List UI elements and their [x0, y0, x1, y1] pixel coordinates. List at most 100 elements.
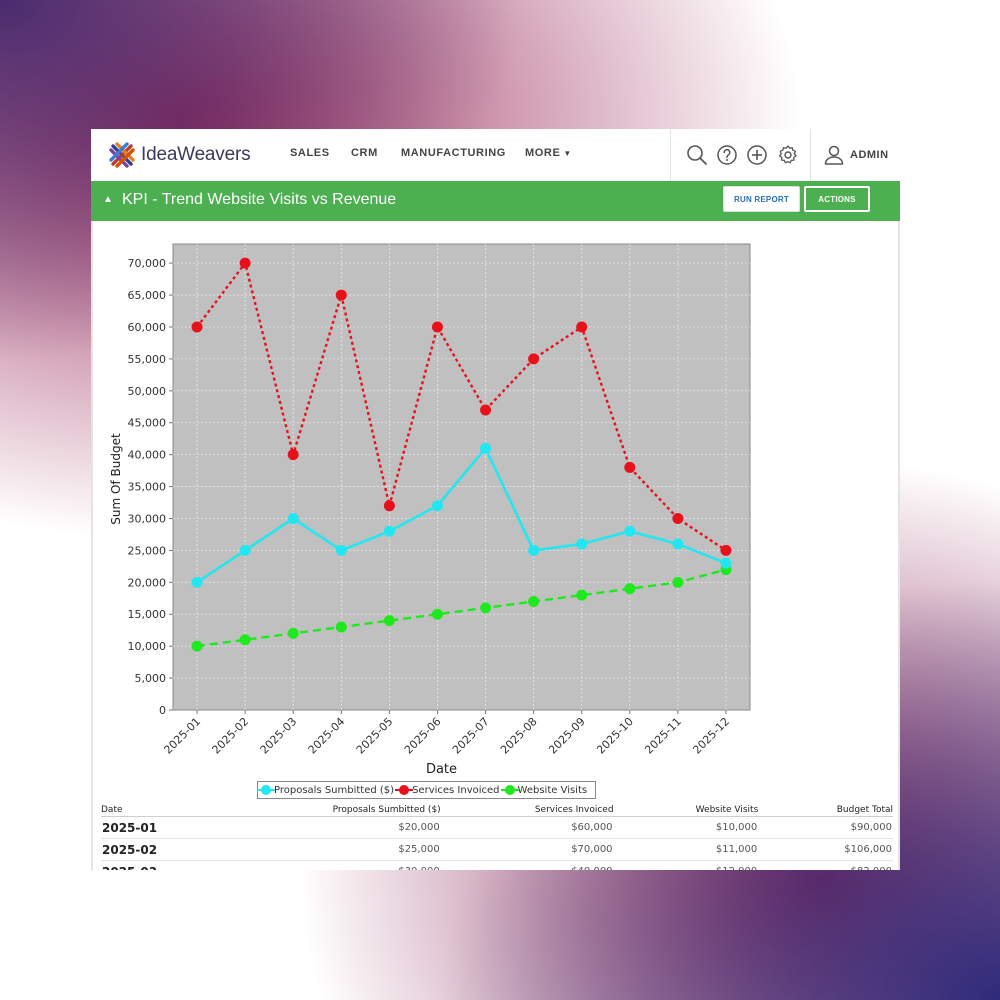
series-line: [196, 445, 727, 584]
search-icon[interactable]: [685, 143, 709, 167]
actions-button[interactable]: ACTIONS: [804, 186, 870, 212]
data-point: [480, 442, 492, 454]
data-point: [528, 595, 540, 607]
table-header-row: Date Proposals Sumbitted ($) Services In…: [101, 803, 893, 817]
table-cell: $82,000: [758, 860, 893, 870]
table-cell: $10,000: [613, 816, 759, 839]
x-tick-label: 2025-07: [450, 715, 492, 757]
data-point: [239, 634, 251, 646]
chart-legend: Proposals Sumbitted ($) Services Invoice…: [257, 781, 597, 799]
data-point: [528, 353, 540, 365]
table-cell: $12,000: [613, 860, 759, 870]
data-point: [383, 615, 395, 627]
nav-item-sales[interactable]: SALES: [290, 147, 330, 159]
report-title-bar: ▲ KPI - Trend Website Visits vs Revenue …: [91, 181, 900, 221]
table-cell: $106,000: [758, 838, 893, 861]
legend-label: Website Visits: [517, 784, 588, 796]
y-tick-label: 45,000: [128, 417, 167, 430]
y-tick-label: 30,000: [128, 512, 167, 525]
data-table: Date Proposals Sumbitted ($) Services In…: [101, 803, 893, 870]
data-point: [239, 544, 251, 556]
data-point: [287, 627, 299, 639]
x-axis-title: Date: [426, 762, 457, 777]
data-point: [383, 525, 395, 537]
data-point: [335, 289, 347, 301]
data-point: [335, 544, 347, 556]
column-header[interactable]: Date: [101, 803, 222, 817]
nav-item-manufacturing[interactable]: MANUFACTURING: [401, 147, 506, 159]
report-content: 0 5,000 10,000 15,000 20,000 25,000 30,000 35,0…: [91, 221, 900, 870]
y-tick-label: 35,000: [128, 481, 167, 494]
data-point: [431, 321, 443, 333]
data-point: [431, 608, 443, 620]
logo-weave-icon: [109, 142, 135, 168]
legend-item: Services Invoiced: [395, 785, 500, 796]
y-tick-label: 10,000: [128, 640, 167, 653]
nav-divider: [810, 129, 811, 181]
y-tick-label: 65,000: [128, 289, 167, 302]
table-cell: 2025-01: [101, 816, 222, 839]
legend-marker: [257, 785, 275, 795]
data-point: [191, 321, 203, 333]
y-tick-label: 25,000: [128, 544, 167, 557]
table-row: 2025-01 $20,000 $60,000 $10,000 $90,000: [101, 816, 893, 839]
table-cell: $30,000: [221, 860, 441, 870]
x-tick-label: 2025-05: [354, 715, 396, 757]
column-header[interactable]: Budget Total: [758, 803, 893, 817]
data-point: [480, 404, 492, 416]
user-icon: [824, 145, 844, 165]
x-tick-label: 2025-12: [690, 715, 732, 757]
data-point: [720, 544, 732, 556]
data-point: [431, 500, 443, 512]
data-point: [287, 449, 299, 461]
data-point: [383, 500, 395, 512]
data-point: [528, 544, 540, 556]
table-cell: $90,000: [758, 816, 893, 839]
x-tick-label: 2025-08: [498, 715, 540, 757]
run-report-button[interactable]: RUN REPORT: [723, 186, 800, 212]
legend-item: Proposals Sumbitted ($): [257, 784, 395, 796]
data-point: [576, 589, 588, 601]
table-cell: $25,000: [221, 838, 441, 861]
nav-item-more[interactable]: MORE ▼: [525, 147, 572, 159]
add-icon[interactable]: [745, 143, 769, 167]
table-cell: $20,000: [221, 816, 441, 839]
top-navigation-bar: IdeaWeavers SALES CRM MANUFACTURING MORE…: [91, 129, 900, 182]
nav-item-more-label: MORE: [525, 147, 561, 159]
column-header[interactable]: Services Invoiced: [440, 803, 614, 817]
data-point: [191, 640, 203, 652]
nav-item-crm[interactable]: CRM: [351, 147, 378, 159]
help-icon[interactable]: [715, 143, 739, 167]
nav-divider: [670, 129, 671, 181]
legend-label: Proposals Sumbitted ($): [274, 784, 395, 796]
legend-marker: [500, 785, 519, 795]
x-tick-label: 2025-01: [161, 715, 203, 757]
table-cell: $70,000: [440, 838, 614, 861]
trend-line-chart: 0 5,000 10,000 15,000 20,000 25,000 30,000 35,0…: [109, 243, 751, 777]
gear-icon[interactable]: [776, 143, 800, 167]
data-point: [672, 576, 684, 588]
column-header[interactable]: Proposals Sumbitted ($): [221, 803, 441, 817]
data-point: [239, 257, 251, 269]
data-point: [576, 321, 588, 333]
x-tick-label: 2025-11: [642, 715, 684, 757]
x-tick-label: 2025-09: [546, 715, 588, 757]
data-point: [672, 538, 684, 550]
data-point: [191, 576, 203, 588]
column-header[interactable]: Website Visits: [613, 803, 759, 817]
y-tick-label: 0: [159, 704, 166, 717]
user-menu[interactable]: ADMIN: [822, 143, 889, 167]
table-cell: $60,000: [440, 816, 614, 839]
legend-item: Website Visits: [500, 784, 588, 796]
brand-logo[interactable]: IdeaWeavers: [109, 141, 251, 169]
y-axis-title: Sum Of Budget: [109, 433, 123, 525]
table-cell: $40,000: [440, 860, 614, 870]
page-title: KPI - Trend Website Visits vs Revenue: [122, 191, 397, 208]
x-tick-label: 2025-03: [258, 715, 300, 757]
y-tick-label: 5,000: [135, 672, 167, 685]
data-point: [335, 621, 347, 633]
y-tick-label: 40,000: [128, 449, 167, 462]
collapse-caret-icon[interactable]: ▲: [103, 194, 113, 205]
data-point: [480, 602, 492, 614]
x-tick-label: 2025-02: [210, 715, 252, 757]
